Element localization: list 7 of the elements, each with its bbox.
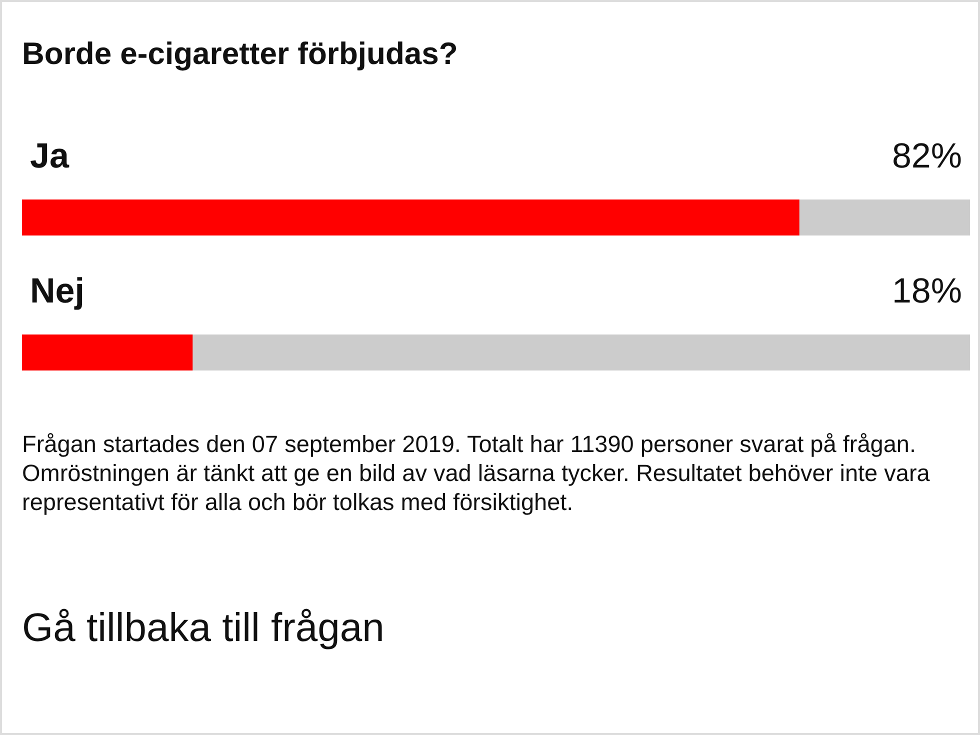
chart-title: Borde e-cigaretter förbjudas? [22,36,458,72]
text: Frågan startades den 07 september 2019. Totalt har 11390 personer svarat på frågan. Omröstningen är tänkt att ge en bild av vad läsarna tycker. Resultatet behöver inte vara representativt för alla och bör tolkas med försiktighet. [22,430,931,517]
y-tick-label: Nej [30,272,84,310]
data-label: 18% [892,272,962,310]
data-label: 82% [892,136,962,176]
text: Gå tillbaka till frågan [22,606,384,651]
y-tick-label: Ja [30,136,70,176]
